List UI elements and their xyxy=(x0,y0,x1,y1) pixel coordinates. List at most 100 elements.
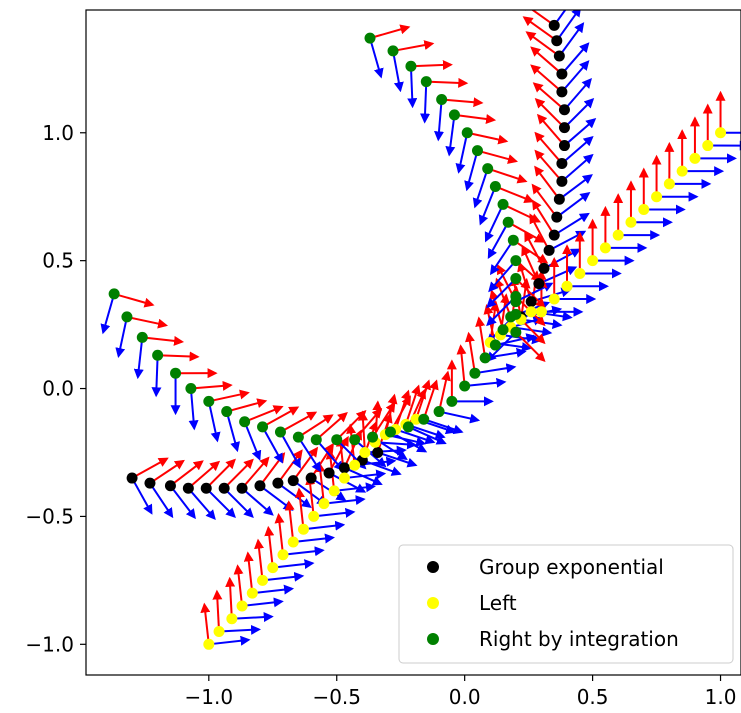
point-right-by-integration xyxy=(185,383,197,395)
frame-arrow-blue xyxy=(392,50,404,93)
frame-arrow-red xyxy=(353,407,383,441)
frame-arrow-blue xyxy=(563,78,592,111)
point-left xyxy=(236,600,248,612)
frame-arrow-red xyxy=(126,315,169,329)
point-right-by-integration xyxy=(108,288,120,300)
frame-arrow-blue xyxy=(261,426,283,464)
frame-arrow-red xyxy=(495,185,535,204)
frame-arrow-red xyxy=(279,411,318,433)
frame-arrow-blue xyxy=(207,401,221,443)
point-right-by-integration xyxy=(489,339,501,351)
frame-arrow-blue xyxy=(486,331,517,362)
frame-arrow-red xyxy=(254,538,264,581)
point-right-by-integration xyxy=(331,434,343,446)
point-right-by-integration xyxy=(405,60,417,72)
frame-arrow-red xyxy=(369,24,411,40)
frame-arrow-blue xyxy=(282,546,325,557)
point-group-exponential xyxy=(548,19,560,31)
frame-arrow-red xyxy=(142,335,185,346)
frame-arrow-red xyxy=(131,457,169,479)
point-left xyxy=(308,510,320,522)
point-left xyxy=(561,280,573,292)
frame-arrow-red xyxy=(426,77,469,88)
frame-arrow-blue xyxy=(315,439,344,472)
point-right-by-integration xyxy=(510,326,522,338)
frame-arrow-red xyxy=(244,405,284,423)
point-right-by-integration xyxy=(257,421,269,433)
frame-arrow-red xyxy=(512,239,549,264)
point-right-by-integration xyxy=(510,273,522,285)
point-right-by-integration xyxy=(384,426,396,438)
point-left xyxy=(599,242,611,254)
frame-arrow-red xyxy=(525,31,560,57)
point-group-exponential xyxy=(556,86,568,98)
point-left xyxy=(318,498,330,510)
x-tick-label: −0.5 xyxy=(312,685,361,709)
frame-arrow-red xyxy=(534,131,563,165)
frame-arrow-blue xyxy=(474,363,517,375)
legend-box xyxy=(398,544,734,664)
frame-arrow-blue xyxy=(558,22,585,57)
point-left xyxy=(246,587,258,599)
frame-arrow-red xyxy=(515,331,546,362)
frame-arrow-red xyxy=(392,40,435,52)
frame-arrow-red xyxy=(149,459,185,485)
point-group-exponential xyxy=(551,211,563,223)
frame-arrow-red xyxy=(475,316,487,359)
point-right-by-integration xyxy=(489,180,501,192)
frame-arrow-red xyxy=(241,456,270,489)
point-right-by-integration xyxy=(510,255,522,267)
frame-arrow-blue xyxy=(133,337,144,380)
frame-arrow-blue xyxy=(395,428,436,445)
point-right-by-integration xyxy=(239,416,251,428)
frame-arrow-blue xyxy=(464,150,479,192)
frame-arrow-blue xyxy=(563,97,595,129)
point-group-exponential xyxy=(553,193,565,205)
point-right-by-integration xyxy=(402,421,414,433)
frame-arrow-red xyxy=(233,564,244,607)
frame-arrow-red xyxy=(284,500,295,543)
point-group-exponential xyxy=(533,278,545,290)
frame-arrow-blue xyxy=(310,477,347,501)
point-right-by-integration xyxy=(292,431,304,443)
point-right-by-integration xyxy=(433,406,445,418)
point-left xyxy=(226,613,238,625)
point-right-by-integration xyxy=(420,76,432,88)
frame-arrow-blue xyxy=(420,81,431,124)
frame-arrow-blue xyxy=(489,239,515,276)
y-tick-label: −1.0 xyxy=(25,632,74,656)
point-group-exponential xyxy=(323,467,335,479)
point-right-by-integration xyxy=(221,406,233,418)
frame-arrow-red xyxy=(530,46,563,75)
point-group-exponential xyxy=(144,477,156,489)
point-group-exponential xyxy=(558,122,570,134)
frame-arrow-blue xyxy=(434,99,444,142)
point-left xyxy=(349,459,361,471)
point-group-exponential xyxy=(556,157,568,169)
frame-arrow-blue xyxy=(252,584,295,595)
frame-arrow-blue xyxy=(303,520,346,531)
point-group-exponential xyxy=(182,482,194,494)
frame-arrow-blue xyxy=(313,507,356,518)
frame-arrow-blue xyxy=(495,333,537,347)
point-left xyxy=(625,216,637,228)
frame-arrow-red xyxy=(157,351,200,362)
frame-arrow-red xyxy=(534,149,563,183)
frame-arrow-red xyxy=(243,551,254,594)
frame-arrow-red xyxy=(536,113,566,147)
y-tick-label: 0.0 xyxy=(42,377,74,401)
y-tick-label: −0.5 xyxy=(25,504,74,528)
point-right-by-integration xyxy=(482,163,494,175)
point-right-by-integration xyxy=(448,109,460,121)
legend: Group exponential Left Right by integrat… xyxy=(398,544,734,664)
frame-arrow-red xyxy=(212,589,223,632)
frame-arrow-red xyxy=(190,380,233,391)
frame-arrow-red xyxy=(262,406,300,428)
frame-arrow-blue xyxy=(561,42,590,75)
frame-arrow-red xyxy=(205,458,236,489)
point-right-by-integration xyxy=(510,290,522,302)
frame-arrow-blue xyxy=(423,418,464,435)
frame-arrow-red xyxy=(438,370,451,412)
point-group-exponential xyxy=(372,446,384,458)
